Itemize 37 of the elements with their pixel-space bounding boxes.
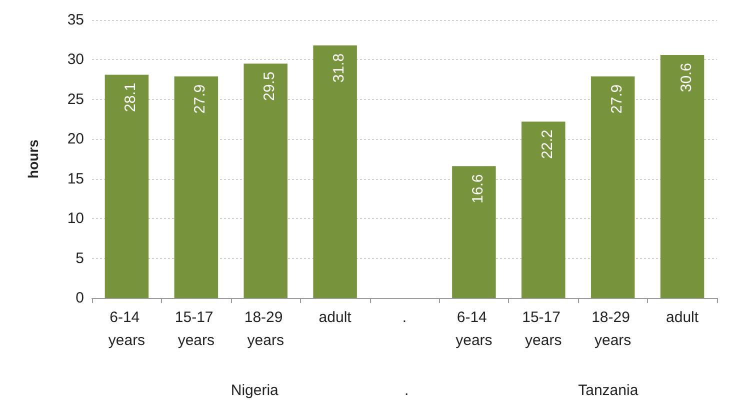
x-tick-label: 18-29 years [592,309,634,349]
x-tick-label: adult [318,309,352,326]
y-tick-label: 5 [76,250,84,267]
data-label: 31.8 [330,53,348,83]
data-label: 27.9 [608,84,626,114]
bar [104,74,149,298]
bar [244,64,288,298]
data-label: 27.9 [192,84,209,114]
bar [522,122,566,298]
bar [590,76,635,298]
x-tick-label: 15-17 years [522,309,565,349]
bar [313,45,357,298]
y-tick-label: 15 [67,170,84,188]
x-tick-label: . [402,309,407,326]
text: Tanzania [578,382,639,399]
y-tick-label: 20 [67,130,84,148]
x-tick-label: adult [666,309,700,326]
data-label: 30.6 [678,62,695,92]
y-tick-label: 35 [67,12,84,28]
text: Nigeria [230,382,280,399]
data-label: 22.2 [538,130,556,159]
x-tick-label: 6-14 years [456,309,492,349]
bar [174,76,218,298]
y-tick-label: 25 [67,90,84,108]
y-axis-title: hours [25,139,41,178]
bar [660,54,704,298]
y-tick-label: 10 [67,210,84,228]
data-label: 28.1 [122,82,140,112]
y-tick-label: 0 [76,290,84,306]
x-tick-label: 15-17 years [174,309,218,349]
x-tick-label: 18-29 years [244,309,287,349]
text: . [404,382,409,399]
x-tick-label: 6-14 years [108,309,146,349]
data-label: 16.6 [469,174,486,204]
data-label: 29.5 [261,72,278,101]
bar [452,166,496,298]
y-tick-label: 30 [67,51,84,68]
